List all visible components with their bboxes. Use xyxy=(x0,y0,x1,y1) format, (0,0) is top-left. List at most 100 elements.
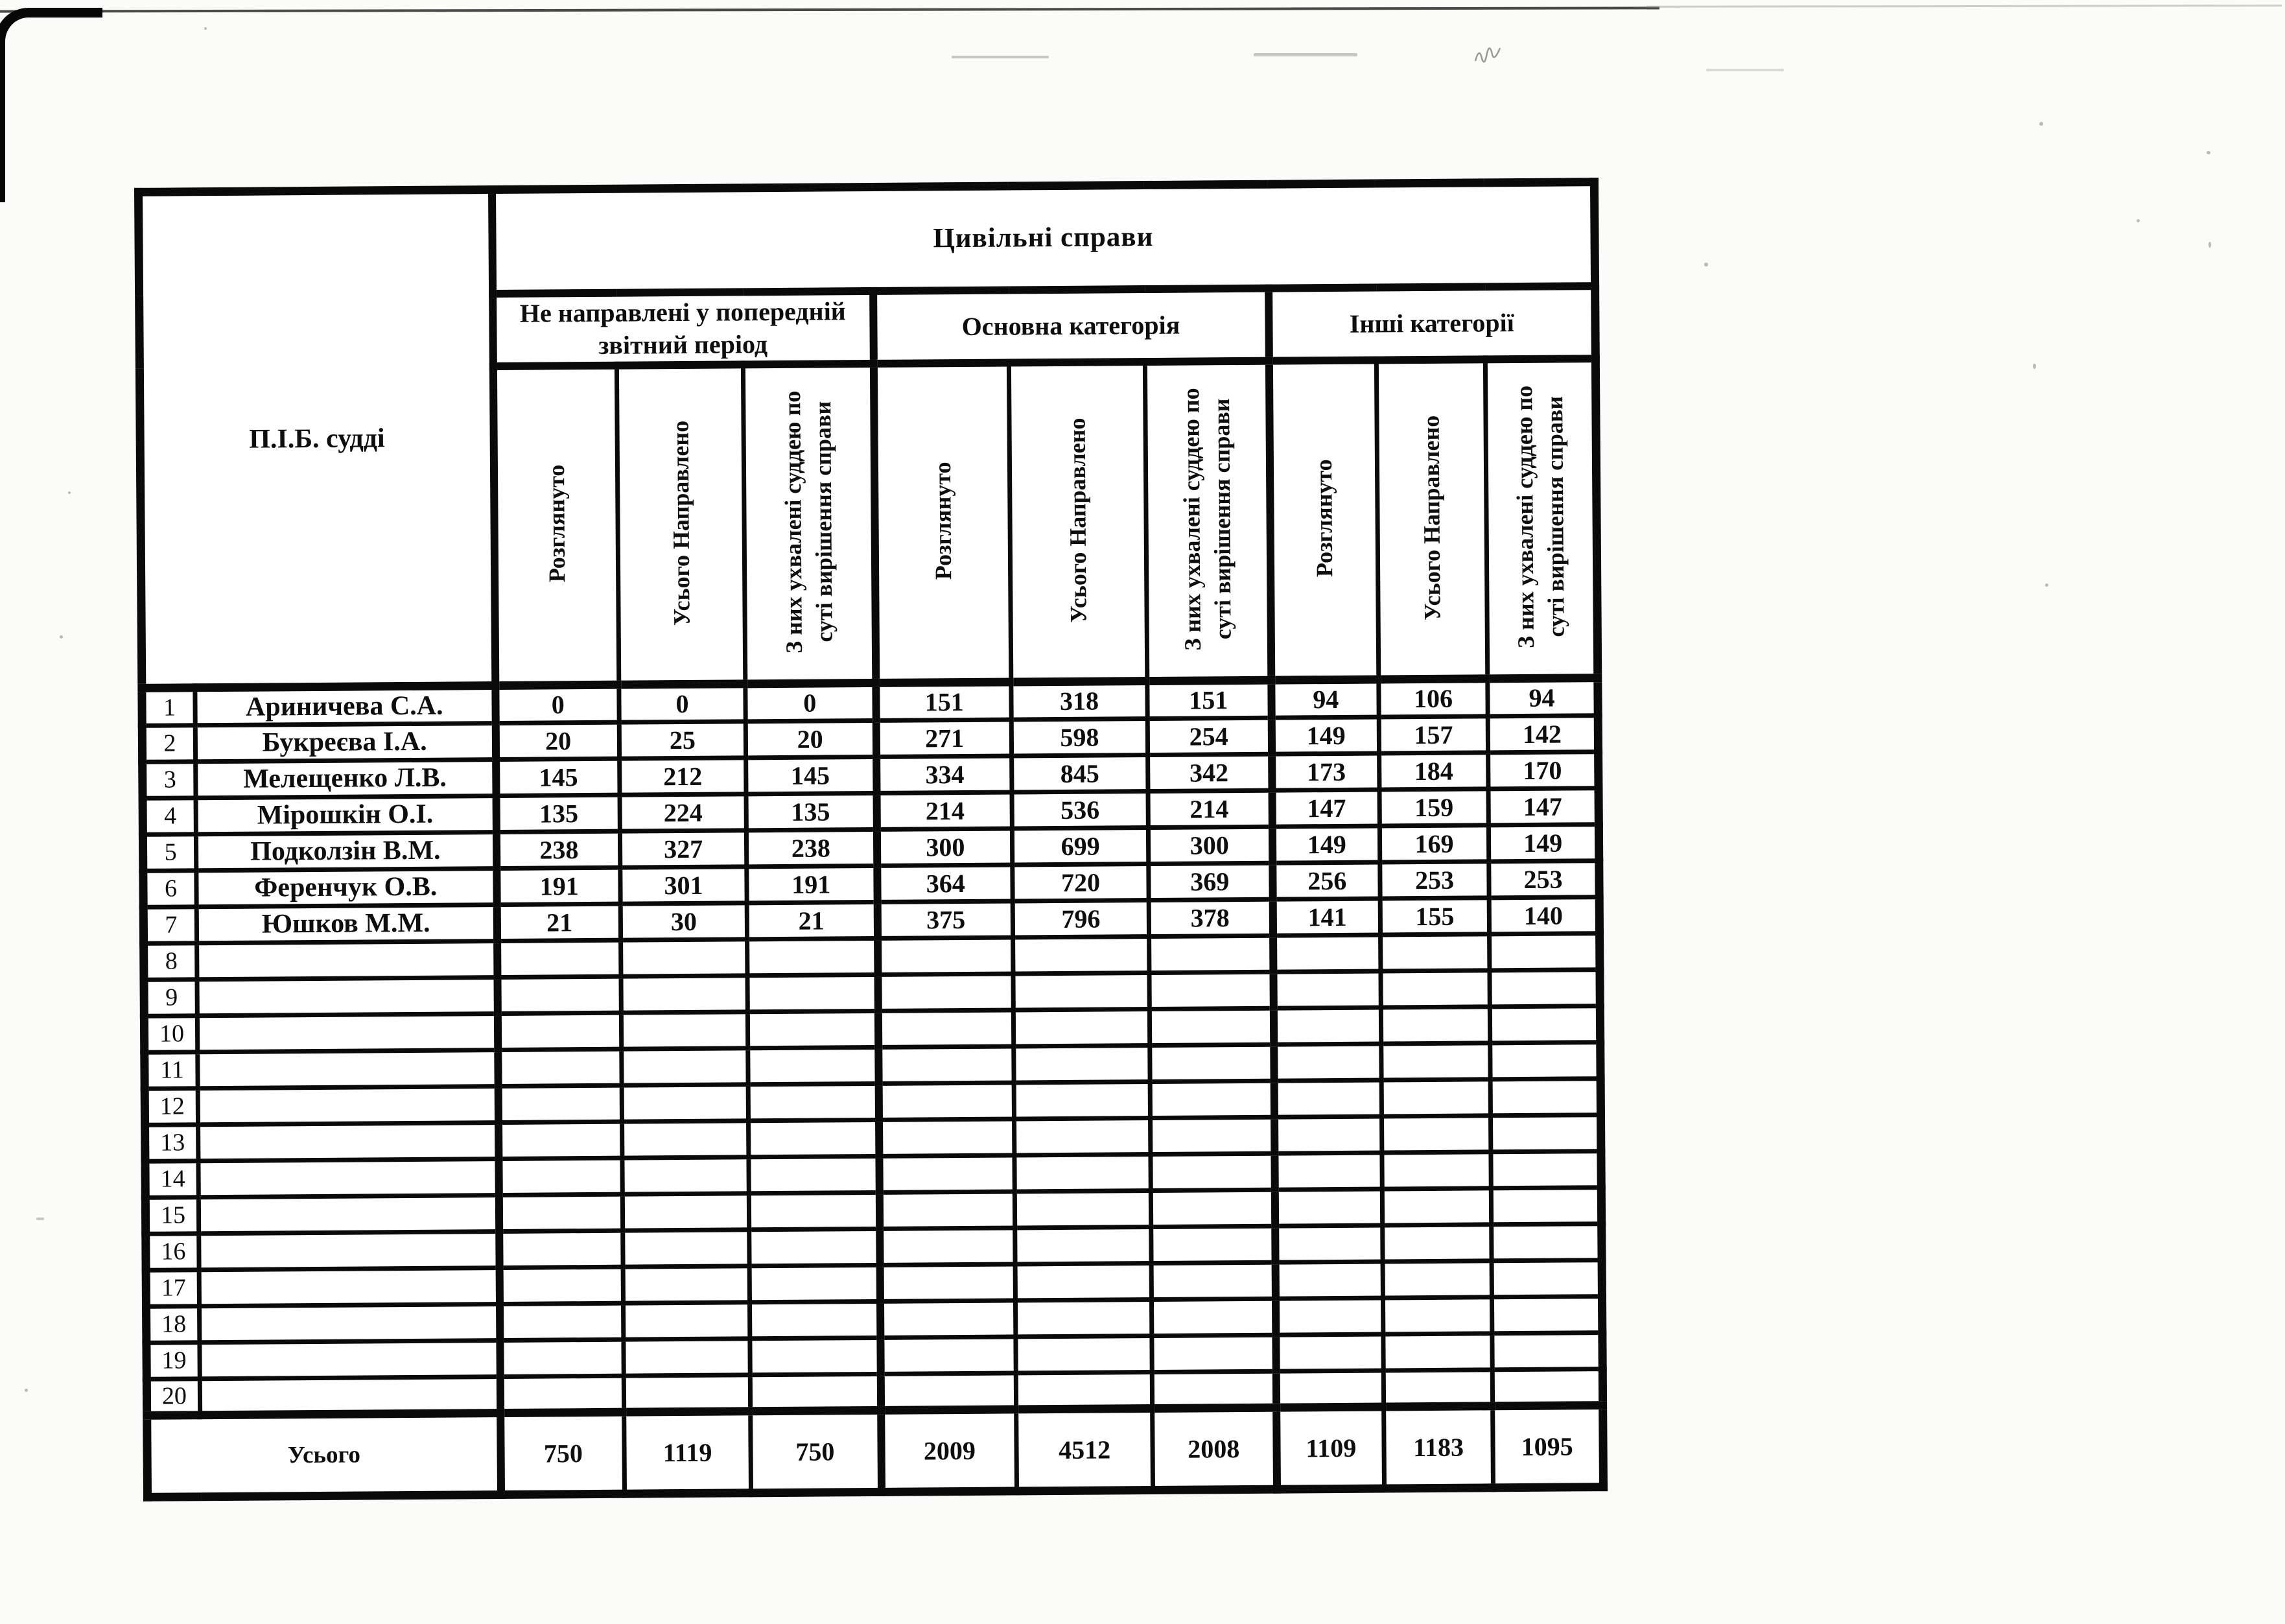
scan-corner-artifact xyxy=(0,8,102,202)
value-cell xyxy=(1149,971,1274,1009)
value-cell xyxy=(1151,1225,1276,1263)
value-cell: 0 xyxy=(745,682,876,722)
value-cell xyxy=(1382,1224,1492,1262)
value-cell xyxy=(878,1009,1014,1047)
value-cell: 145 xyxy=(495,758,620,796)
value-cell: 369 xyxy=(1148,862,1273,900)
value-cell xyxy=(1383,1260,1492,1298)
value-cell xyxy=(1016,1371,1153,1409)
value-cell xyxy=(1275,1261,1383,1299)
value-cell xyxy=(1275,1297,1383,1335)
value-cell xyxy=(498,1230,624,1268)
value-cell: 94 xyxy=(1487,677,1599,716)
value-cell: 149 xyxy=(1271,716,1379,754)
value-cell xyxy=(1014,1154,1151,1192)
value-cell: 253 xyxy=(1379,861,1490,899)
value-cell xyxy=(748,1155,880,1194)
value-cell: 699 xyxy=(1012,827,1149,865)
value-cell: 318 xyxy=(1011,681,1148,720)
value-cell: 151 xyxy=(1147,679,1272,719)
value-cell: 155 xyxy=(1380,897,1490,935)
value-cell xyxy=(750,1373,881,1411)
value-cell: 598 xyxy=(1011,718,1148,756)
value-cell: 334 xyxy=(876,755,1013,793)
value-cell xyxy=(1150,1080,1274,1118)
scan-smudge xyxy=(1706,69,1784,71)
value-cell xyxy=(1490,1006,1600,1043)
totals-value-cell: 1109 xyxy=(1276,1406,1385,1489)
value-cell xyxy=(1380,934,1490,971)
group-header-not-sent: Не направлені у попередній звітний періо… xyxy=(492,290,874,366)
judge-name-cell xyxy=(198,1086,498,1125)
rotated-column-header: З них ухвалені суддею по суті вирішення … xyxy=(1485,358,1598,679)
value-cell: 845 xyxy=(1011,755,1149,792)
value-cell xyxy=(497,1048,622,1087)
rotated-text: Усього Направлено xyxy=(1064,417,1092,622)
value-cell xyxy=(1152,1371,1276,1408)
value-cell xyxy=(499,1266,624,1304)
value-cell: 271 xyxy=(876,719,1012,757)
value-cell xyxy=(749,1337,881,1375)
value-cell xyxy=(1381,1151,1492,1189)
totals-value-cell: 4512 xyxy=(1016,1407,1153,1491)
value-cell: 364 xyxy=(876,864,1013,902)
row-number-cell: 6 xyxy=(143,870,197,907)
scan-speck xyxy=(2045,583,2048,587)
judge-name-cell xyxy=(197,1050,498,1089)
row-number-cell: 11 xyxy=(144,1052,198,1089)
value-cell xyxy=(1490,1151,1602,1188)
row-number-cell: 18 xyxy=(146,1306,200,1343)
value-cell: 214 xyxy=(1148,790,1272,828)
value-cell xyxy=(1383,1333,1493,1371)
value-cell xyxy=(1492,1369,1603,1406)
row-number-cell: 13 xyxy=(145,1124,198,1161)
row-number-cell: 7 xyxy=(143,906,197,943)
scan-smudge xyxy=(36,1218,44,1220)
totals-value-cell: 750 xyxy=(500,1411,625,1495)
value-cell xyxy=(749,1192,880,1230)
value-cell xyxy=(623,1302,750,1339)
value-cell xyxy=(1492,1296,1602,1334)
value-cell xyxy=(1274,1116,1382,1153)
judge-name-cell xyxy=(199,1267,500,1306)
totals-value-cell: 1119 xyxy=(624,1411,751,1494)
judge-name-cell xyxy=(198,1195,499,1234)
value-cell: 254 xyxy=(1147,717,1272,755)
value-cell xyxy=(747,974,878,1012)
value-cell xyxy=(1381,1079,1491,1116)
value-cell xyxy=(1149,1044,1274,1082)
value-cell xyxy=(498,1085,622,1123)
value-cell: 301 xyxy=(620,866,747,904)
value-cell xyxy=(1381,1006,1490,1044)
civil-cases-table: П.І.Б. судді Цивільні справи Не направле… xyxy=(134,178,1608,1501)
value-cell: 20 xyxy=(495,722,620,760)
value-cell xyxy=(621,1048,749,1085)
value-cell xyxy=(1492,1332,1603,1370)
value-cell xyxy=(624,1374,751,1412)
value-cell xyxy=(1492,1260,1602,1297)
row-number-cell: 16 xyxy=(145,1233,200,1270)
scan-speck xyxy=(2033,364,2036,369)
rotated-column-header: Усього Направлено xyxy=(1009,361,1147,682)
value-cell: 151 xyxy=(875,681,1012,720)
rotated-text: Розглянуто xyxy=(543,464,570,583)
value-cell xyxy=(880,1264,1016,1301)
value-cell: 300 xyxy=(1148,826,1272,864)
value-cell xyxy=(877,937,1013,974)
value-cell: 191 xyxy=(496,867,621,905)
value-cell xyxy=(498,1194,623,1232)
value-cell xyxy=(879,1227,1016,1265)
row-number-cell: 8 xyxy=(143,943,197,980)
value-cell xyxy=(497,939,621,978)
value-cell xyxy=(1491,1187,1602,1225)
value-cell xyxy=(1490,1042,1601,1079)
scan-speck xyxy=(2039,122,2043,126)
value-cell xyxy=(622,1084,749,1122)
value-cell: 149 xyxy=(1272,825,1380,863)
row-number-cell: 20 xyxy=(146,1378,200,1415)
scan-speck xyxy=(60,635,63,639)
value-cell xyxy=(620,975,748,1013)
judge-name-cell xyxy=(197,1013,498,1052)
totals-row: Усього 750 1119 750 2009 4512 2008 1109 … xyxy=(146,1405,1604,1497)
